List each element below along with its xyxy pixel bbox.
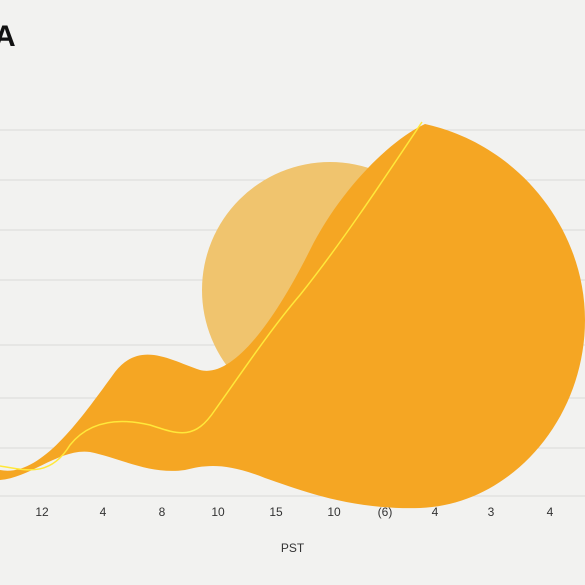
x-tick-label: 8 [159,505,166,519]
x-tick-label: 10 [211,505,225,519]
x-tick-label: 10 [327,505,341,519]
chart-title-glyph: A [0,20,16,53]
x-tick-label: (6) [378,505,393,519]
x-tick-label: 4 [547,505,554,519]
x-tick-label: 4 [100,505,107,519]
x-tick-label: 15 [269,505,283,519]
area-series [0,124,585,509]
x-tick-label: 12 [35,505,49,519]
x-axis-ticks: 12 4 8 10 15 10 (6) 4 3 4 [35,505,553,519]
x-axis-title: PST [280,541,305,555]
x-tick-label: 4 [432,505,439,519]
trend-highlight-line [0,121,423,471]
x-tick-label: 3 [488,505,495,519]
